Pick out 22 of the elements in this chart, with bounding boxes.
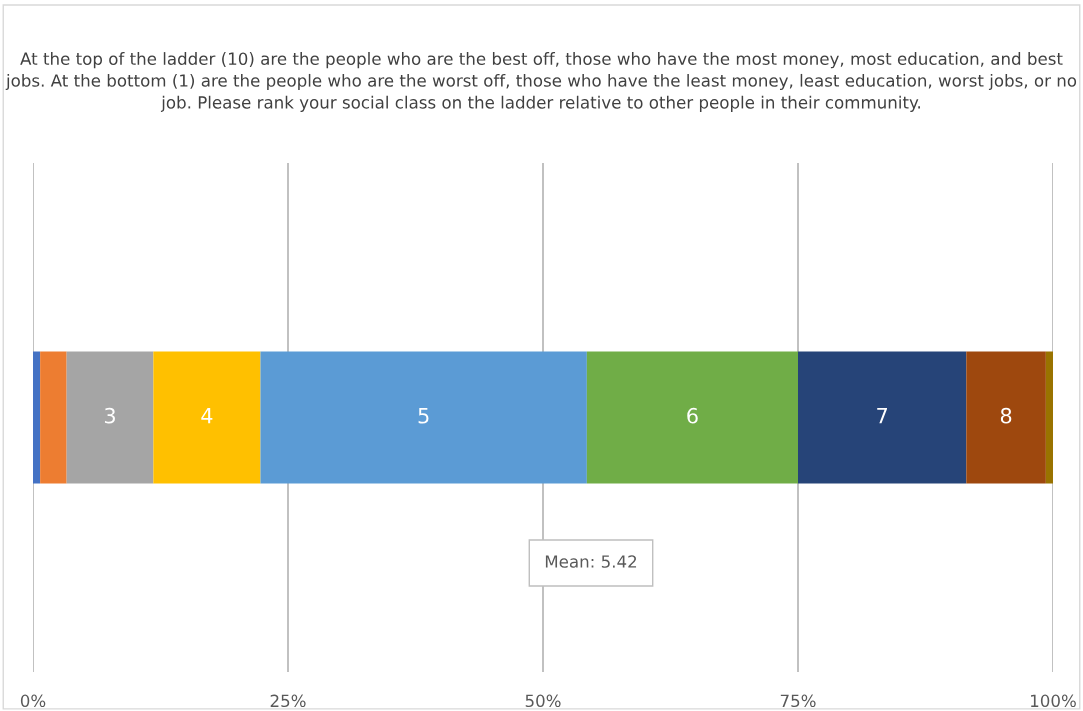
- series-label: 4: [201, 408, 213, 424]
- series-label: 3: [104, 407, 115, 424]
- x-tick-label: 25%: [270, 694, 306, 708]
- bar: [1045, 351, 1053, 484]
- bar: [153, 351, 261, 484]
- x-tick-label: 100%: [1031, 694, 1076, 708]
- bar: [66, 351, 154, 484]
- x-tick-label: 50%: [525, 694, 561, 708]
- series-label: 5: [418, 408, 429, 424]
- chart-title: At the top of the ladder (10) are the people who are the best off, those who have the most money, most education, and best jobs. At the bottom (1) are the people who are the worst off, those who have the least money, least education, worst jobs, or no job. Please rank your social class on the ladder relative to other people in their community.: [5, 52, 1077, 112]
- bar: [966, 351, 1046, 484]
- bar: [586, 351, 798, 484]
- bar: [33, 351, 41, 484]
- annotation: Mean: 5.42: [545, 555, 637, 568]
- bar: [40, 351, 67, 484]
- bar: [798, 351, 967, 484]
- x-tick-label: 0%: [20, 694, 46, 708]
- series-label: 7: [877, 408, 887, 424]
- series-label: 8: [1000, 407, 1012, 424]
- series-label: 6: [687, 407, 698, 424]
- x-tick-label: 75%: [780, 694, 816, 708]
- bar: [260, 351, 587, 484]
